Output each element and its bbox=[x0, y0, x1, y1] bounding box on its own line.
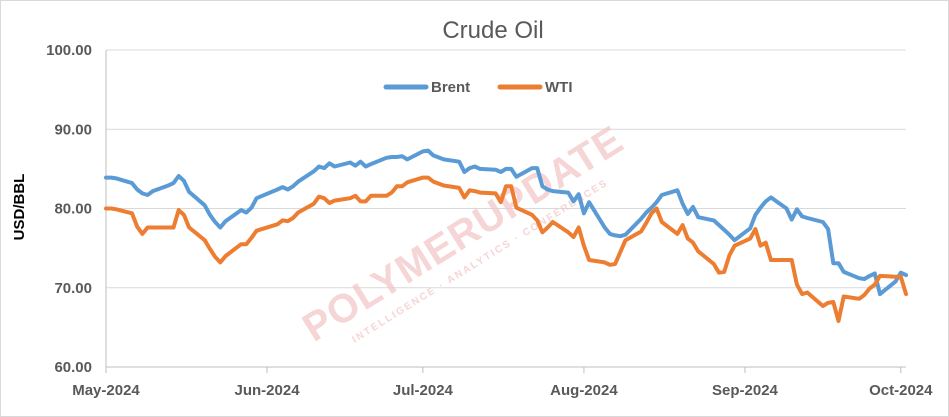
y-axis-label: USD/BBL bbox=[11, 174, 28, 241]
x-tick-label: Oct-2024 bbox=[869, 382, 933, 399]
y-axis-ticks: 60.00 70.00 80.00 90.00 100.00 bbox=[46, 42, 92, 376]
y-tick-label: 80.00 bbox=[54, 201, 92, 218]
x-axis-ticks: May-2024 Jun-2024 Jul-2024 Aug-2024 Sep-2024… bbox=[72, 367, 933, 399]
legend: Brent WTI bbox=[383, 79, 573, 96]
x-tick-label: Aug-2024 bbox=[550, 382, 618, 399]
chart-title: Crude Oil bbox=[442, 17, 543, 44]
series-line-brent bbox=[104, 148, 908, 297]
x-tick-label: May-2024 bbox=[72, 382, 140, 399]
x-tick-label: Jul-2024 bbox=[393, 382, 454, 399]
legend-wti-label: WTI bbox=[545, 79, 573, 96]
y-tick-label: 90.00 bbox=[54, 121, 92, 138]
y-tick-label: 60.00 bbox=[54, 359, 92, 376]
series-line-wti bbox=[104, 175, 908, 323]
y-tick-label: 100.00 bbox=[46, 42, 92, 59]
x-tick-label: Sep-2024 bbox=[712, 382, 779, 399]
y-tick-label: 70.00 bbox=[54, 280, 92, 297]
legend-brent-label: Brent bbox=[431, 79, 470, 96]
x-tick-label: Jun-2024 bbox=[235, 382, 301, 399]
series-lines bbox=[104, 148, 908, 323]
polymerupdate-watermark: POLYMERUPDATE INTELLIGENCE · ANALYTICS ·… bbox=[295, 118, 631, 351]
